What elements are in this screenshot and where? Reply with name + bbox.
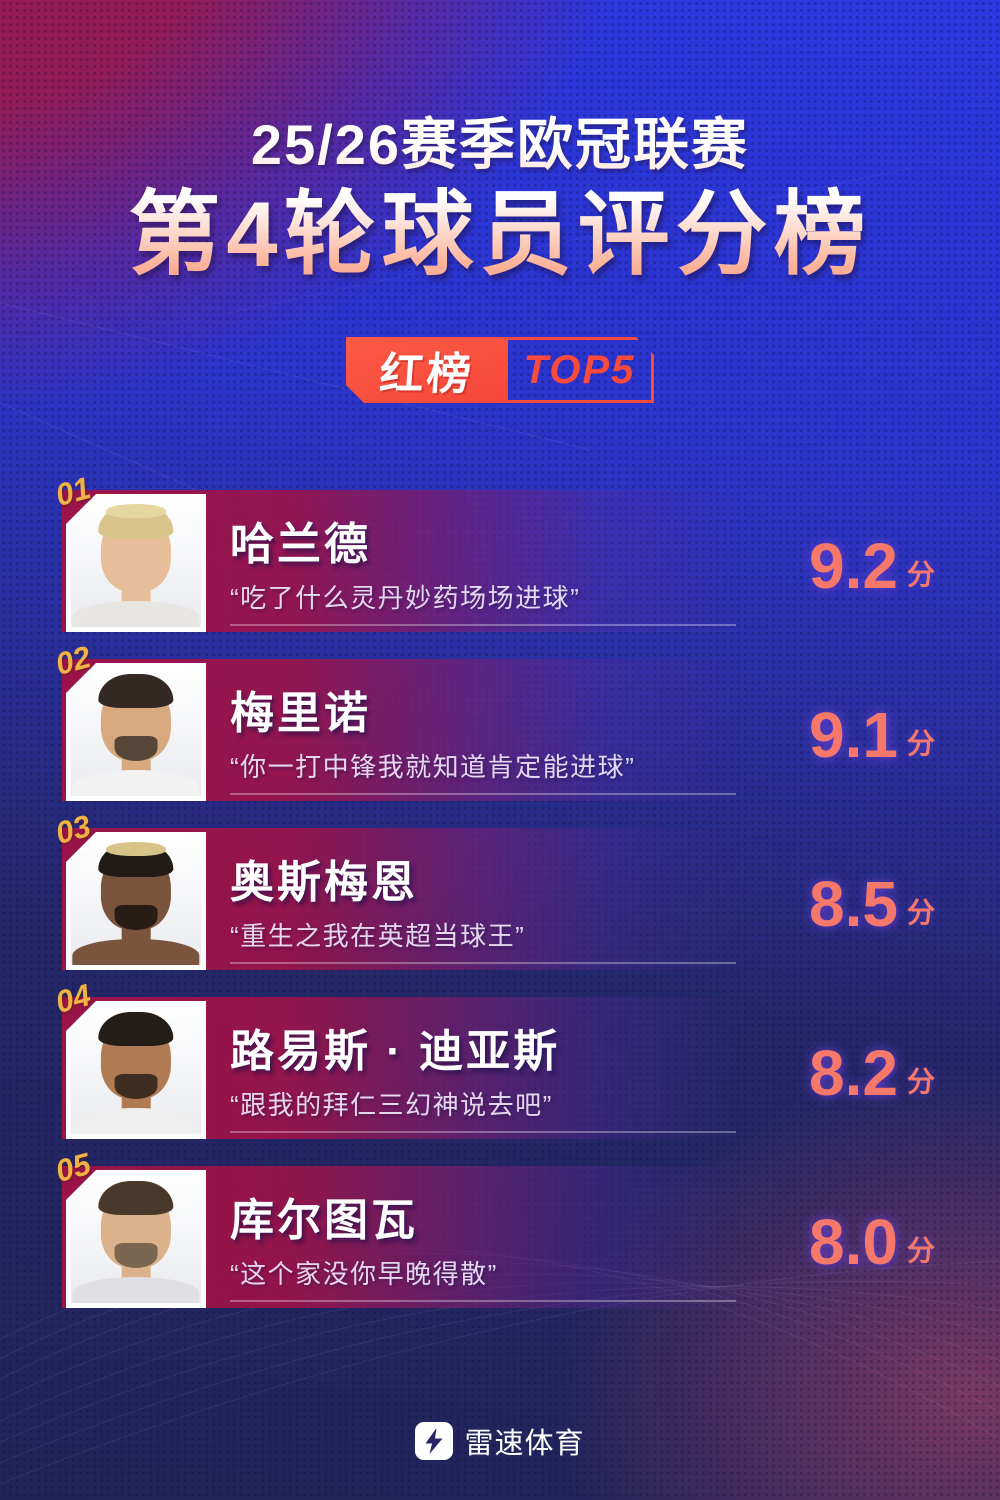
player-photo-frame (66, 1170, 206, 1308)
top5-label: TOP5 (508, 337, 654, 403)
player-row: 02 梅里诺 “你一打中锋我就知道肯定能进球” 9.1 分 (52, 639, 935, 801)
player-photo-frame (66, 494, 206, 632)
player-quote: “你一打中锋我就知道肯定能进球” (230, 752, 636, 782)
row-gradient-band (62, 1166, 935, 1308)
red-list-top5-badge: 红榜 TOP5 (346, 337, 654, 403)
player-photo-frame (66, 832, 206, 970)
row-gradient-band (62, 828, 935, 970)
player-quote: “重生之我在英超当球王” (230, 921, 526, 951)
player-quote: “跟我的拜仁三幻神说去吧” (230, 1090, 553, 1120)
red-list-label: 红榜 (346, 337, 508, 403)
score-unit: 分 (906, 897, 935, 928)
player-row: 04 路易斯 · 迪亚斯 “跟我的拜仁三幻神说去吧” 8.2 分 (52, 977, 935, 1139)
player-quote: “这个家没你早晚得散” (230, 1259, 498, 1289)
score-value: 8.2 (809, 1037, 898, 1109)
player-photo-frame (66, 663, 206, 801)
score-value: 9.1 (809, 699, 898, 771)
player-score: 9.2 分 (809, 534, 935, 598)
player-name: 库尔图瓦 (230, 1196, 418, 1245)
player-name: 哈兰德 (230, 520, 371, 569)
brand-name: 雷速体育 (464, 1428, 585, 1460)
score-value: 8.0 (809, 1206, 898, 1278)
score-unit: 分 (906, 728, 935, 759)
player-row: 01 哈兰德 “吃了什么灵丹妙药场场进球” 9.2 分 (52, 470, 935, 632)
player-photo (71, 499, 201, 627)
player-photo (71, 668, 201, 796)
player-row: 05 库尔图瓦 “这个家没你早晚得散” 8.0 分 (52, 1146, 935, 1308)
player-name: 路易斯 · 迪亚斯 (230, 1027, 561, 1076)
row-divider (230, 1131, 736, 1133)
score-value: 9.2 (809, 530, 898, 602)
player-quote: “吃了什么灵丹妙药场场进球” (230, 583, 581, 613)
player-score: 8.2 分 (809, 1041, 935, 1105)
row-gradient-band (62, 490, 935, 632)
row-gradient-band (62, 659, 935, 801)
row-divider (230, 793, 736, 795)
player-score: 8.5 分 (809, 872, 935, 936)
player-row: 03 奥斯梅恩 “重生之我在英超当球王” 8.5 分 (52, 808, 935, 970)
player-name: 奥斯梅恩 (230, 858, 418, 907)
player-photo (71, 1175, 201, 1303)
row-gradient-band (62, 997, 935, 1139)
score-unit: 分 (906, 1235, 935, 1266)
player-name: 梅里诺 (230, 689, 371, 738)
lightning-bolt-icon (415, 1422, 454, 1460)
row-divider (230, 1300, 736, 1302)
page-title: 第4轮球员评分榜 (0, 160, 1000, 293)
row-divider (230, 624, 736, 626)
score-unit: 分 (906, 1066, 935, 1097)
player-score: 8.0 分 (809, 1210, 935, 1274)
player-photo (71, 837, 201, 965)
player-photo (71, 1006, 201, 1134)
player-score: 9.1 分 (809, 703, 935, 767)
page-subtitle: 25/26赛季欧冠联赛 (0, 100, 1000, 181)
score-value: 8.5 (809, 868, 898, 940)
player-photo-frame (66, 1001, 206, 1139)
footer-brand: 雷速体育 (0, 1420, 1000, 1462)
score-unit: 分 (906, 559, 935, 590)
row-divider (230, 962, 736, 964)
